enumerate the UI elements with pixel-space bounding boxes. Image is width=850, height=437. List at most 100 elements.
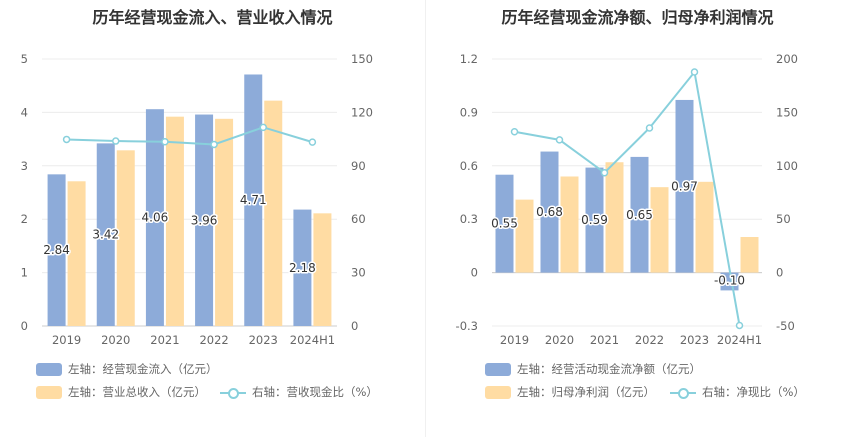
x-tick-label: 2021 [150,333,179,347]
data-label-halo: 4.06 [142,211,169,225]
bar-5 [720,272,739,291]
line-point-2 [600,168,609,177]
chart-canvas: -0.3 -50 0 0 0.3 50 0.6 100 0.9 150 1.2 200 2019 2020… [456,52,798,347]
line-point-3 [645,124,654,132]
y-left-tick-label: 2 [21,212,28,226]
bar-2 [145,109,164,326]
line-point-4 [690,68,699,76]
x-tick-label: 2023 [680,333,709,347]
bar-secondary-1 [560,176,579,273]
y-left-tick-label: 0.3 [460,212,478,226]
y-right-tick-label: 0 [351,319,358,333]
data-label: 3.42 [92,228,119,242]
y-right-tick-label: 120 [351,105,373,119]
bar-secondary-5 [740,237,759,273]
y-left-tick-label: 1 [21,266,28,280]
legend-item-cash-inflow[interactable]: 左轴：经营现金流入（亿元） [36,361,218,377]
line-point-1 [555,136,564,144]
y-right-tick-label: 60 [351,212,366,226]
y-right-tick-label: 30 [351,266,366,280]
data-label-halo: 0.55 [491,217,518,231]
data-label: 3.96 [191,213,218,227]
data-label-halo: 3.96 [191,213,218,227]
chart-title: 历年经营现金流入、营业收入情况 [92,8,333,27]
y-right-tick-label: 0 [776,266,783,280]
y-right-tick-label: 150 [351,52,373,66]
data-label: 0.55 [491,217,518,231]
line-series [514,69,741,326]
data-label: 4.06 [142,211,169,225]
line-point-1 [112,137,120,145]
bar-0 [495,174,514,273]
chart-panel-left: 历年经营现金流入、营业收入情况 0 0 1 30 2 60 3 90 4 120 5 150 2019 2… [21,8,378,400]
data-label: -0.10 [714,274,745,288]
data-label-halo: 3.42 [92,228,119,242]
legend-swatch [36,385,62,399]
x-tick-label: 2024H1 [717,333,762,347]
line-series [66,126,313,146]
line-point-5 [308,138,317,146]
y-left-tick-label: 0.6 [460,159,478,173]
bar-secondary-4 [695,181,714,273]
bar-1 [540,151,559,273]
legend-item-net-cashflow[interactable]: 左轴：经营活动现金流净额（亿元） [485,361,701,377]
data-label: 4.71 [240,193,267,207]
legend-item-ratio[interactable]: 右轴：营收现金比（%） [220,384,378,400]
y-right-tick-label: 200 [776,52,798,66]
line-point-0 [510,127,519,136]
bar-3 [195,114,214,326]
line-point-0 [62,135,71,144]
data-label-halo: -0.10 [714,274,745,288]
legend-item-revenue[interactable]: 左轴：营业总收入（亿元） [36,384,206,400]
y-right-tick-label: 90 [351,159,366,173]
y-right-tick-label: 150 [776,105,798,119]
bar-secondary-2 [605,162,624,273]
bar-secondary-0 [515,199,534,273]
x-tick-label: 2024H1 [290,333,335,347]
y-left-tick-label: 1.2 [460,52,478,66]
legend-label: 左轴：经营现金流入（亿元） [68,362,218,376]
legend-label: 左轴：营业总收入（亿元） [68,385,206,399]
data-label: 2.18 [289,261,316,275]
bar-4 [675,99,694,273]
legend-line-marker [670,386,696,399]
y-right-tick-label: 100 [776,159,798,173]
data-label-halo: 2.18 [289,261,316,275]
chart-canvas: 0 0 1 30 2 60 3 90 4 120 5 150 2019 2020 2021 2022 2023 2… [21,52,373,347]
bar-2 [585,167,604,273]
bar-secondary-3 [650,187,669,273]
bar-1 [96,143,115,326]
y-left-tick-label: 0 [471,266,478,280]
y-left-tick-label: 5 [21,52,28,66]
legend-swatch [485,362,511,376]
x-tick-label: 2019 [500,333,529,347]
x-tick-label: 2022 [199,333,228,347]
legend-line-marker [220,386,246,399]
x-tick-label: 2021 [590,333,619,347]
data-label-halo: 2.84 [43,243,70,257]
legend-label: 右轴：营收现金比（%） [252,385,378,399]
bar-0 [47,174,66,326]
x-tick-label: 2019 [52,333,81,347]
data-label-halo: 0.97 [671,179,698,193]
panel-divider [425,0,426,437]
legend-label: 左轴：经营活动现金流净额（亿元） [517,362,701,376]
legend-label: 左轴：归母净利润（亿元） [517,385,655,399]
x-tick-label: 2020 [545,333,574,347]
data-label-halo: 0.59 [581,213,608,227]
legend-item-ratio[interactable]: 右轴：净现比（%） [670,384,805,400]
x-tick-label: 2023 [249,333,278,347]
data-label-halo: 0.68 [536,205,563,219]
legend-label: 右轴：净现比（%） [702,385,805,399]
y-left-tick-label: 4 [21,105,28,119]
bar-secondary-2 [165,116,184,326]
chart-panel-right: 历年经营现金流净额、归母净利润情况 -0.3 -50 0 0 0.3 50 0.6 100 0.… [425,0,850,437]
legend-item-net-profit[interactable]: 左轴：归母净利润（亿元） [485,384,655,400]
x-tick-label: 2020 [101,333,130,347]
bar-3 [630,156,649,273]
bar-secondary-3 [215,118,234,326]
line-point-3 [210,140,218,149]
line-point-4 [259,123,267,132]
y-left-tick-label: -0.3 [456,319,478,333]
bar-secondary-0 [67,181,86,326]
